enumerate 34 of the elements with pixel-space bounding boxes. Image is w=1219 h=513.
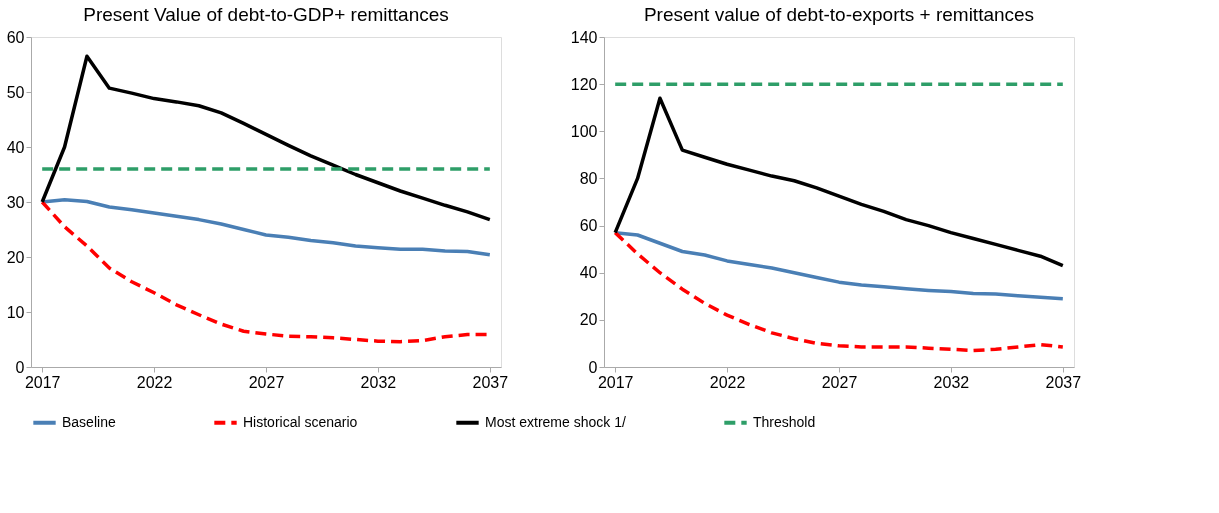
y-tick-label: 50	[6, 83, 25, 101]
y-tick-label: 40	[6, 138, 25, 156]
chart-title: Present Value of debt-to-GDP+ remittances	[83, 4, 449, 25]
y-tick-label: 30	[6, 193, 25, 211]
y-tick-label: 10	[6, 303, 25, 321]
y-tick-label: 40	[579, 264, 598, 282]
y-tick-label: 0	[15, 358, 25, 376]
x-tick-label: 2037	[472, 373, 509, 391]
y-tick-label: 140	[570, 28, 598, 46]
y-tick-label: 80	[579, 169, 598, 187]
legend-label: Baseline	[62, 413, 116, 430]
legend-label: Historical scenario	[243, 413, 358, 430]
x-tick-label: 2017	[597, 373, 634, 391]
x-tick-label: 2027	[821, 373, 858, 391]
legend-label: Most extreme shock 1/	[485, 413, 626, 430]
y-tick-label: 20	[579, 311, 598, 329]
x-tick-label: 2027	[248, 373, 285, 391]
y-tick-label: 60	[579, 217, 598, 235]
line-series	[613, 96, 1065, 268]
x-tick-label: 2032	[360, 373, 397, 391]
legend-label: Threshold	[753, 413, 816, 430]
x-tick-label: 2032	[933, 373, 970, 391]
y-tick-label: 60	[6, 28, 25, 46]
x-tick-label: 2017	[24, 373, 61, 391]
x-tick-label: 2037	[1045, 373, 1082, 391]
x-tick-label: 2022	[136, 373, 173, 391]
y-tick-label: 100	[570, 122, 598, 140]
line-series	[613, 230, 1065, 353]
y-tick-label: 20	[6, 248, 25, 266]
line-series	[40, 54, 492, 222]
y-tick-label: 0	[588, 358, 598, 376]
y-tick-label: 120	[570, 75, 598, 93]
chart-title: Present value of debt-to-exports + remittances	[643, 4, 1035, 25]
x-tick-label: 2022	[709, 373, 746, 391]
